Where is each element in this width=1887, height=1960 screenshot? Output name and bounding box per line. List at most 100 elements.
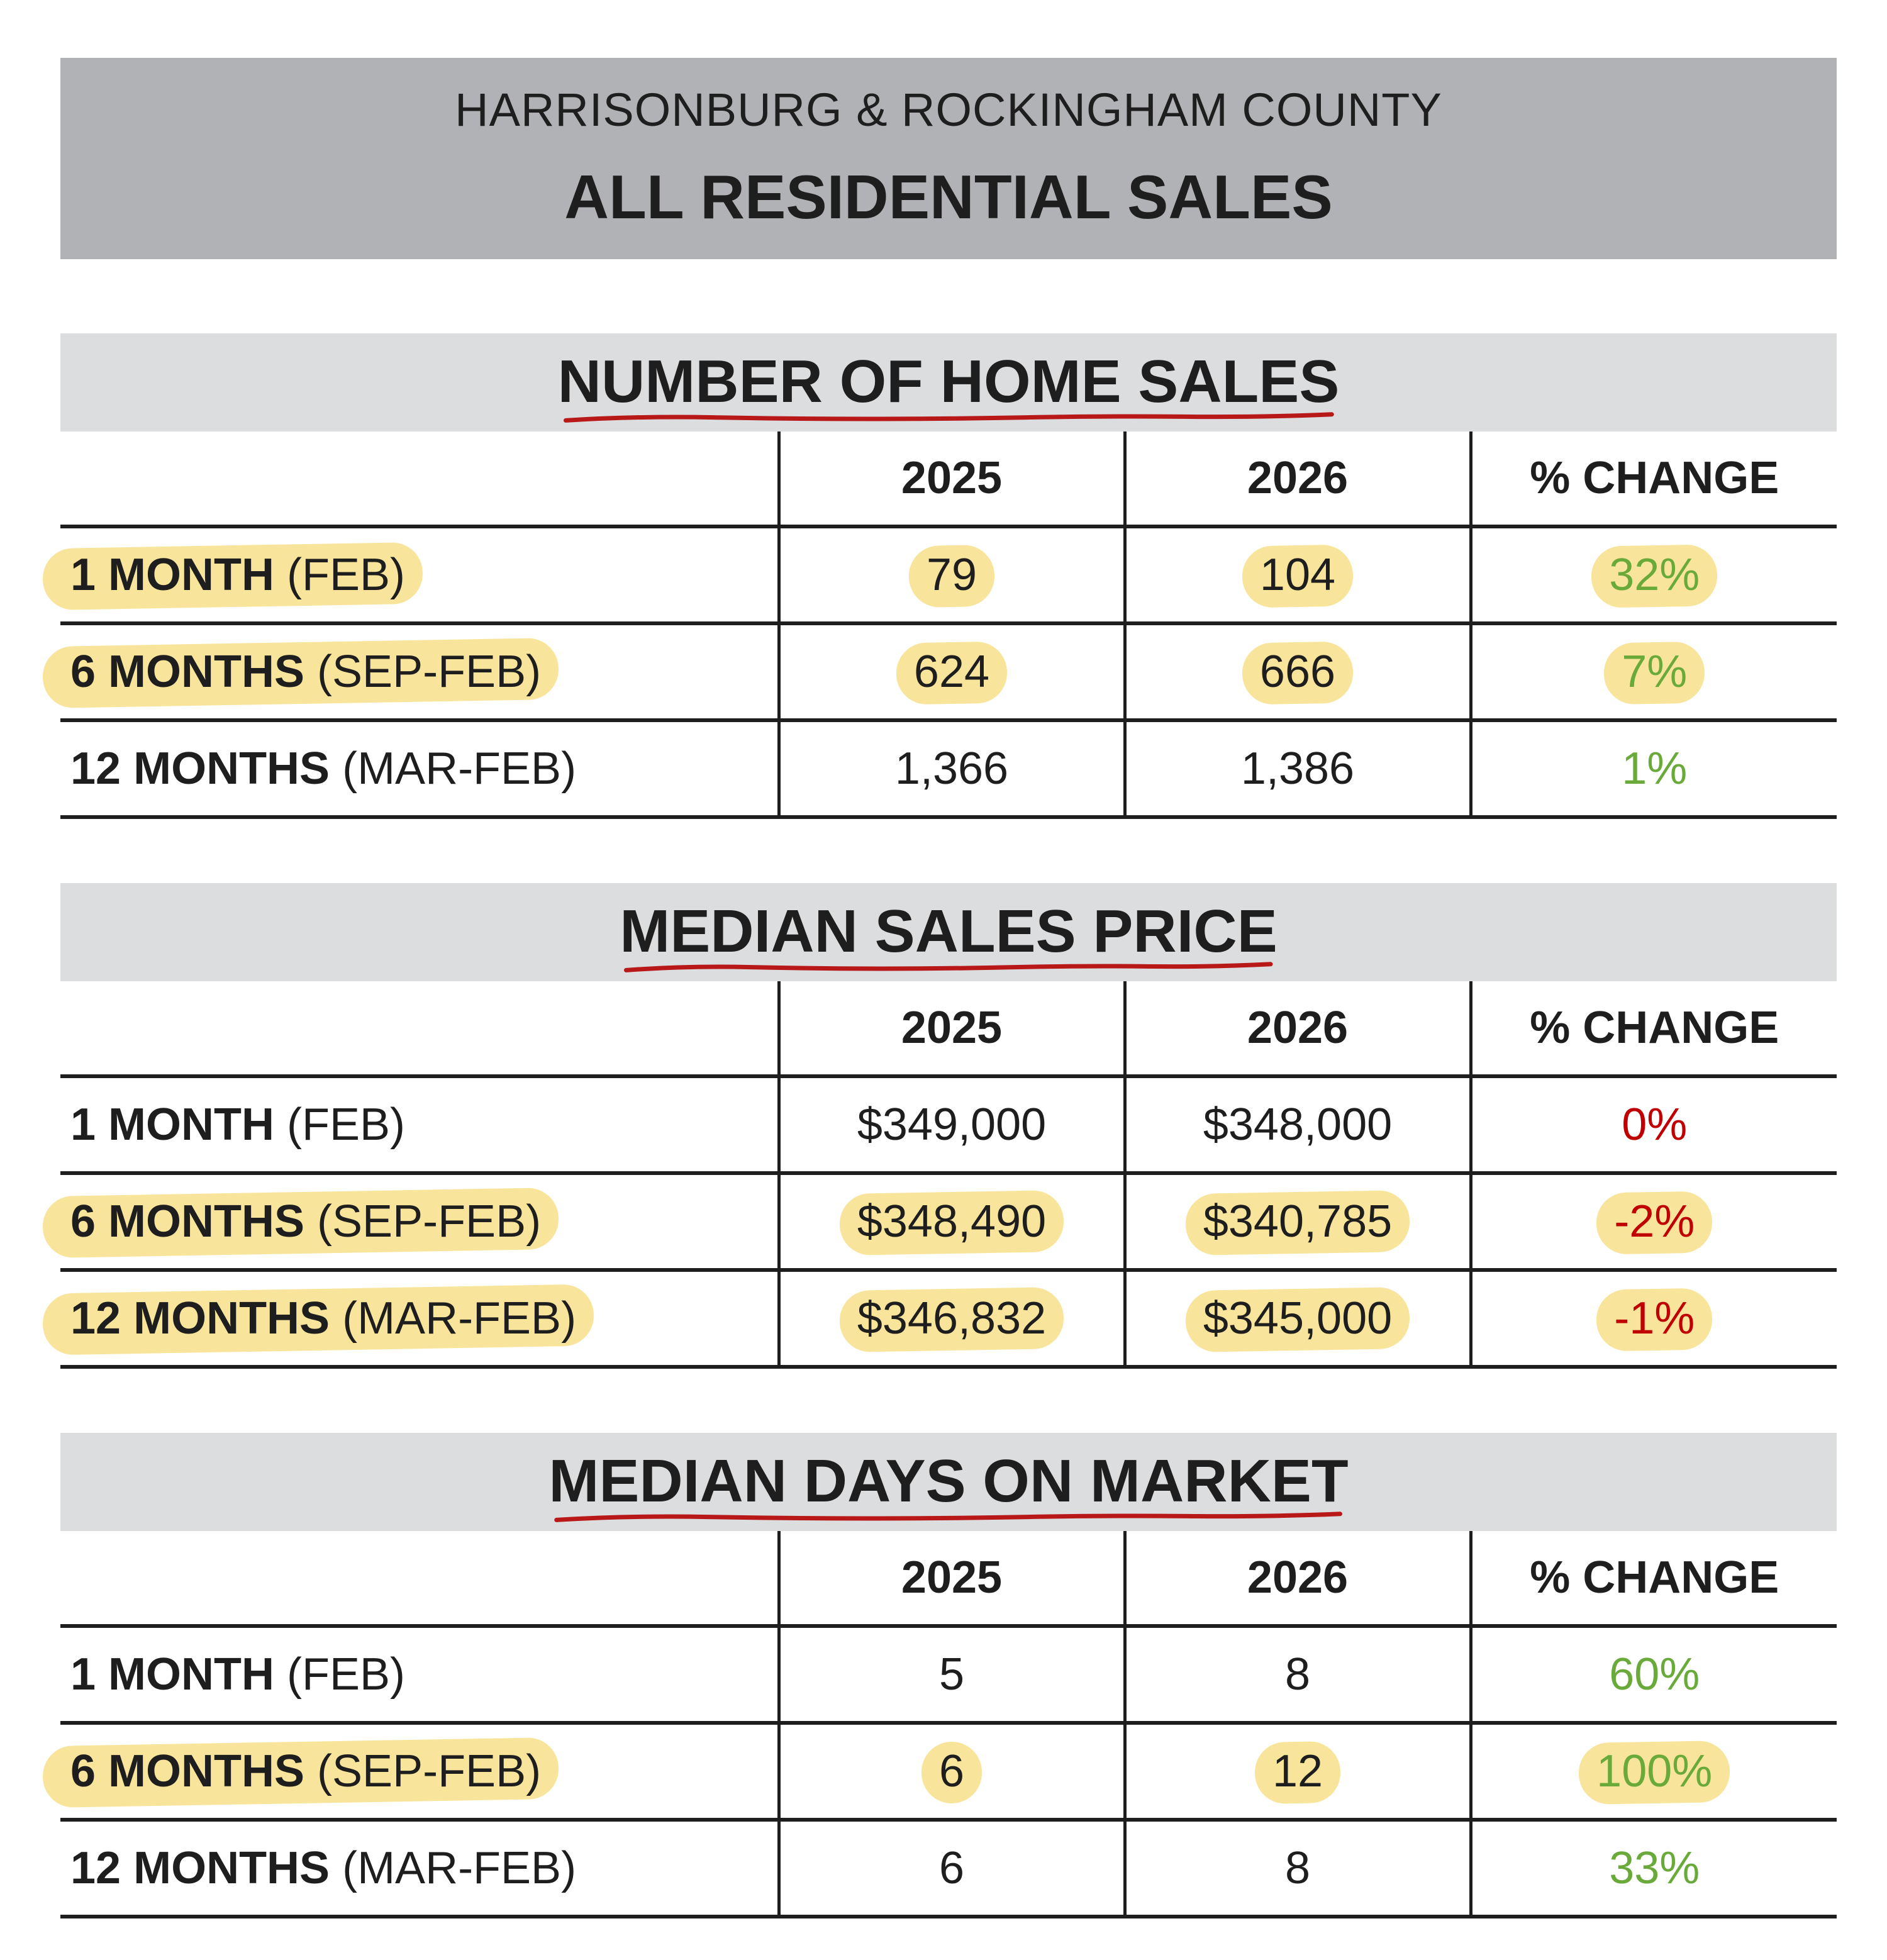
value-2026: 12 (1257, 1743, 1338, 1800)
value-2025: 6 (924, 1743, 979, 1800)
table-row: 1 MONTH (FEB) 5 8 60% (60, 1626, 1837, 1725)
header-row: 2025 2026% CHANGE (60, 981, 1837, 1078)
header-row: 2025 2026% CHANGE (60, 432, 1837, 528)
period-label: 6 MONTHS (70, 647, 305, 697)
period-range: (SEP-FEB) (317, 1196, 542, 1247)
change-cell: -1% (1469, 1270, 1837, 1369)
period-range: (SEP-FEB) (317, 1746, 542, 1796)
period-cell: 1 MONTH (FEB) (60, 1076, 779, 1175)
value-2026: 8 (1284, 1843, 1311, 1893)
period-label: 6 MONTHS (70, 1196, 305, 1247)
column-header: 2026 (1123, 981, 1471, 1078)
change-cell: 60% (1469, 1626, 1837, 1725)
period-range: (FEB) (287, 550, 405, 600)
section-title: MEDIAN SALES PRICE (620, 897, 1277, 966)
region-title: HARRISONBURG & ROCKINGHAM COUNTY (455, 84, 1442, 136)
change-cell: 100% (1469, 1723, 1837, 1822)
period-cell: 1 MONTH (FEB) (60, 526, 779, 625)
value-2025-cell: $349,000 (777, 1076, 1125, 1175)
table-row: 6 MONTHS (SEP-FEB) $348,490 $340,785 -2% (60, 1173, 1837, 1272)
period-range: (FEB) (287, 1649, 405, 1700)
value-2025: 5 (938, 1649, 965, 1700)
report-title: ALL RESIDENTIAL SALES (564, 162, 1333, 231)
underline-mark (558, 411, 1340, 426)
value-2026: $348,000 (1203, 1100, 1393, 1150)
value-2026-cell: $345,000 (1123, 1270, 1471, 1369)
period-range: (MAR-FEB) (342, 1293, 577, 1344)
period-cell: 6 MONTHS (SEP-FEB) (60, 623, 779, 722)
period-cell: 12 MONTHS (MAR-FEB) (60, 1820, 779, 1918)
value-2026: $340,785 (1188, 1193, 1407, 1250)
value-2025: $348,490 (842, 1193, 1061, 1250)
period-label: 12 MONTHS (70, 1293, 330, 1344)
period-label: 1 MONTH (70, 550, 274, 600)
table-row: 1 MONTH (FEB) $349,000 $348,000 0% (60, 1076, 1837, 1175)
percent-change: 0% (1622, 1100, 1688, 1150)
period-label: 6 MONTHS (70, 1746, 305, 1796)
value-2025-cell: 6 (777, 1820, 1125, 1918)
value-2026-cell: 104 (1123, 526, 1471, 625)
table-row: 12 MONTHS (MAR-FEB) 6 8 33% (60, 1820, 1837, 1918)
percent-change: 100% (1581, 1743, 1727, 1800)
value-2025: 1,366 (894, 743, 1009, 794)
change-cell: 1% (1469, 720, 1837, 819)
value-2026-cell: 666 (1123, 623, 1471, 722)
value-2025: $349,000 (857, 1100, 1047, 1150)
period-cell: 6 MONTHS (SEP-FEB) (60, 1173, 779, 1272)
section-title: MEDIAN DAYS ON MARKET (548, 1447, 1348, 1516)
percent-change: -2% (1599, 1193, 1710, 1250)
change-cell: -2% (1469, 1173, 1837, 1272)
value-2026: $345,000 (1188, 1290, 1407, 1347)
value-2026-cell: 8 (1123, 1626, 1471, 1725)
value-2025-cell: 624 (777, 623, 1125, 722)
period-range: (SEP-FEB) (317, 647, 542, 697)
underline-mark (620, 961, 1277, 976)
value-2026: 666 (1245, 643, 1350, 700)
period-range: (FEB) (287, 1100, 405, 1150)
percent-change: 33% (1609, 1843, 1700, 1893)
stats-table: 2025 2026% CHANGE 1 MONTH (FEB) $349,000 … (60, 981, 1837, 1369)
stats-table: 2025 2026% CHANGE 1 MONTH (FEB) 5 8 60% 6… (60, 1531, 1837, 1918)
value-2025: $346,832 (842, 1290, 1061, 1347)
change-cell: 7% (1469, 623, 1837, 722)
value-2025-cell: $346,832 (777, 1270, 1125, 1369)
section-number-of-home-sales: NUMBER OF HOME SALES 2025 2026% CHANGE 1 … (60, 333, 1837, 819)
period-cell: 12 MONTHS (MAR-FEB) (60, 1270, 779, 1369)
period-range: (MAR-FEB) (342, 743, 577, 794)
value-2025-cell: 5 (777, 1626, 1125, 1725)
period-label: 12 MONTHS (70, 743, 330, 794)
value-2025: 79 (911, 547, 992, 603)
section-header: MEDIAN DAYS ON MARKET (60, 1433, 1837, 1531)
underline-mark (548, 1511, 1348, 1526)
column-header (60, 1531, 779, 1628)
column-header: 2026 (1123, 1531, 1471, 1628)
value-2025-cell: $348,490 (777, 1173, 1125, 1272)
period-cell: 6 MONTHS (SEP-FEB) (60, 1723, 779, 1822)
change-cell: 33% (1469, 1820, 1837, 1918)
section-median-sales-price: MEDIAN SALES PRICE 2025 2026% CHANGE 1 MO… (60, 883, 1837, 1369)
value-2026-cell: 8 (1123, 1820, 1471, 1918)
column-header: % CHANGE (1469, 432, 1837, 528)
table-row: 6 MONTHS (SEP-FEB) 624 666 7% (60, 623, 1837, 722)
table-row: 12 MONTHS (MAR-FEB) $346,832 $345,000 -1… (60, 1270, 1837, 1369)
value-2025-cell: 1,366 (777, 720, 1125, 819)
section-title: NUMBER OF HOME SALES (558, 347, 1340, 416)
value-2026-cell: $348,000 (1123, 1076, 1471, 1175)
section-header: NUMBER OF HOME SALES (60, 333, 1837, 432)
period-range: (MAR-FEB) (342, 1843, 577, 1893)
change-cell: 0% (1469, 1076, 1837, 1175)
report-banner: HARRISONBURG & ROCKINGHAM COUNTY ALL RES… (60, 58, 1837, 259)
table-row: 6 MONTHS (SEP-FEB) 6 12 100% (60, 1723, 1837, 1822)
value-2025-cell: 79 (777, 526, 1125, 625)
section-header: MEDIAN SALES PRICE (60, 883, 1837, 981)
table-row: 12 MONTHS (MAR-FEB) 1,366 1,386 1% (60, 720, 1837, 819)
period-label: 1 MONTH (70, 1100, 274, 1150)
percent-change: 32% (1594, 547, 1715, 603)
value-2026: 8 (1284, 1649, 1311, 1700)
value-2026-cell: 1,386 (1123, 720, 1471, 819)
period-label: 1 MONTH (70, 1649, 274, 1700)
period-cell: 1 MONTH (FEB) (60, 1626, 779, 1725)
section-median-days-on-market: MEDIAN DAYS ON MARKET 2025 2026% CHANGE 1… (60, 1433, 1837, 1918)
column-header: % CHANGE (1469, 1531, 1837, 1628)
percent-change: -1% (1599, 1290, 1710, 1347)
